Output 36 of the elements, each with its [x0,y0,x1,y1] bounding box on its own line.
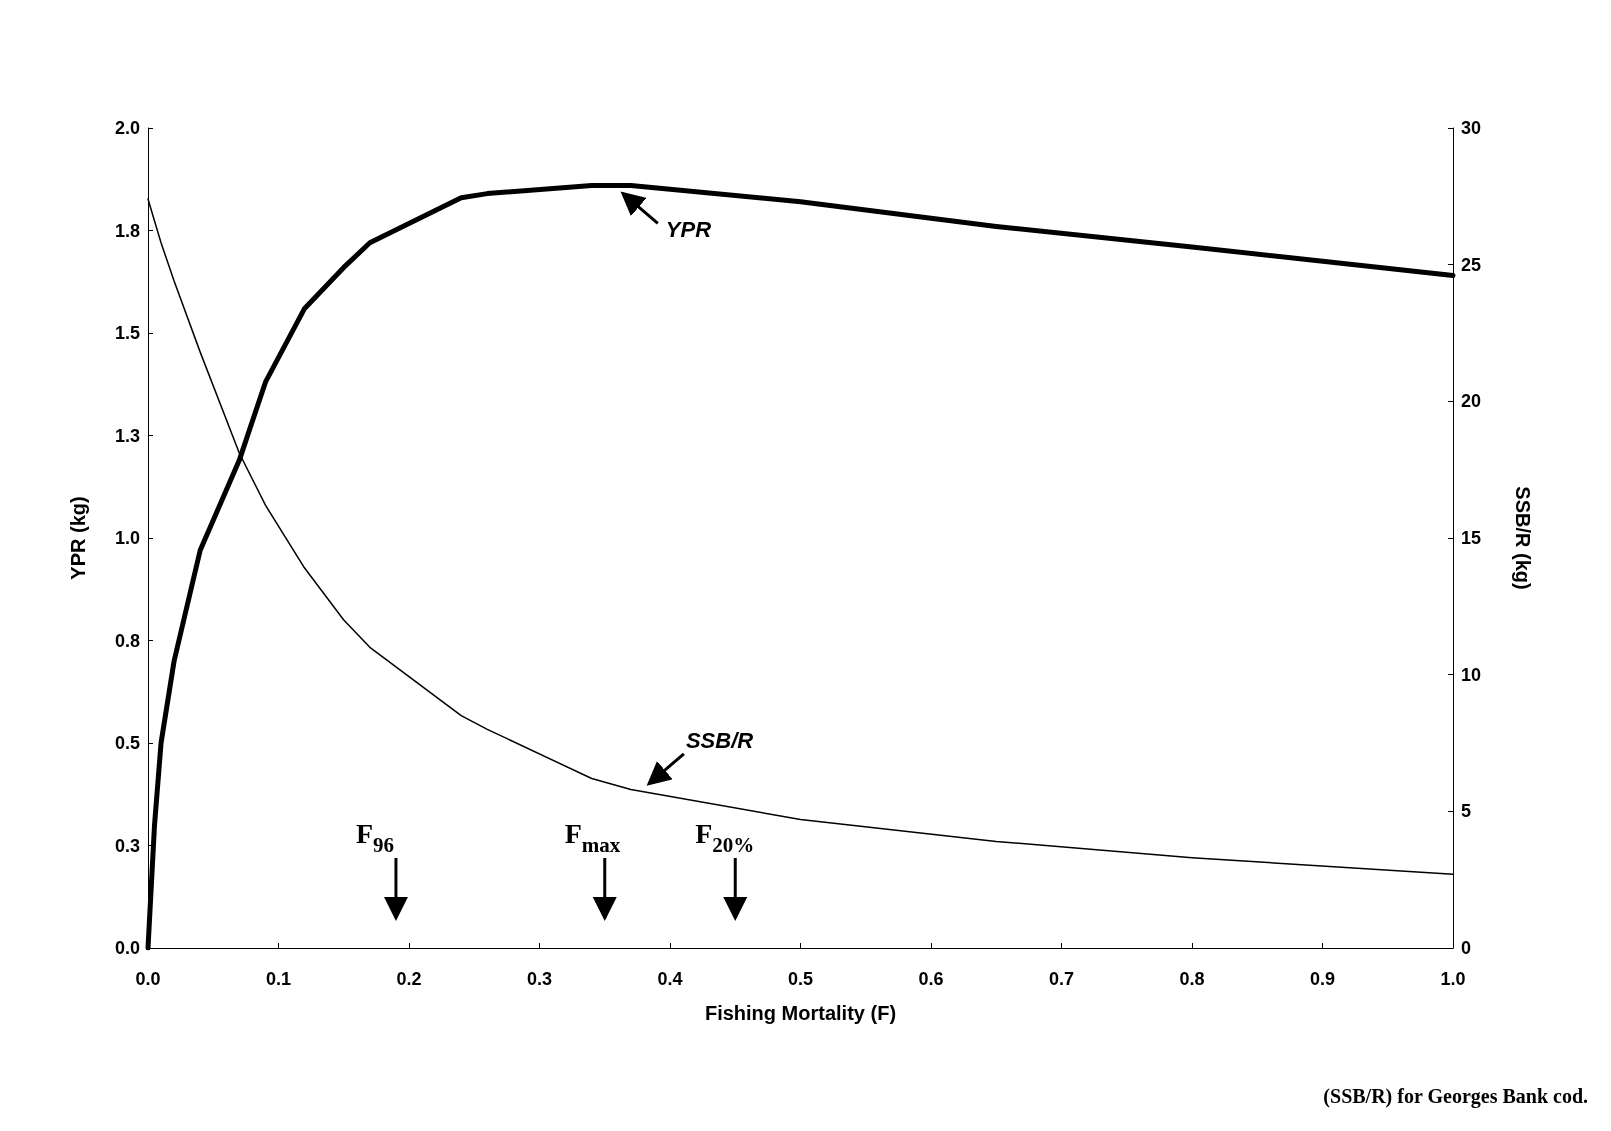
x-tick-label: 0.3 [526,969,553,989]
x-tick-label: 0.7 [1048,969,1075,989]
x-tick-label: 0.4 [657,969,683,989]
x-tick-label: 0.0 [135,969,161,989]
x-tick-label: 0.6 [918,969,944,989]
x-tick-label: 0.2 [396,969,422,989]
x-tick-label: 0.8 [1179,969,1205,989]
y-tick-label: 1.0 [114,528,140,548]
x-tick-label: 0.1 [265,969,292,989]
y-tick-label: 1.8 [114,220,140,241]
y-tick-label: 0.8 [114,630,140,651]
y-tick-label: 0.0 [114,938,140,958]
y2-tick-label: 5 [1461,801,1472,822]
text: (SSB/R) for Georges Bank cod. [1323,1085,1588,1108]
y2-tick-label: 0 [1461,938,1472,958]
x-tick-label: 0.5 [787,969,814,989]
y2-tick-label: 15 [1461,528,1482,548]
text: SSB/R [685,727,754,753]
y-tick-label: 2.0 [114,118,140,138]
ref-line-label: F$_{max}$ [564,818,621,858]
ref-line-label: F$_{96}$ [355,818,395,858]
ref-line-label: F$_{20%}$ [695,818,755,858]
x-axis-title: Fishing Mortality (F) [704,1002,897,1024]
y2-tick-label: 25 [1461,254,1482,275]
y2-tick-label: 10 [1461,664,1482,685]
y2-tick-label: 30 [1461,118,1482,138]
y-axis-title: YPR (kg) [67,496,89,580]
x-tick-label: 0.9 [1309,969,1336,989]
y2-axis-title: SSB/R (kg) [1512,486,1534,590]
y-tick-label: 1.3 [114,425,140,446]
y2-tick-label: 20 [1461,391,1482,412]
x-tick-label: 1.0 [1440,969,1466,989]
y-tick-label: 0.3 [114,835,140,856]
series-label: YPR [665,217,712,243]
y-tick-label: 0.5 [114,733,140,753]
y-tick-label: 1.5 [114,323,140,343]
